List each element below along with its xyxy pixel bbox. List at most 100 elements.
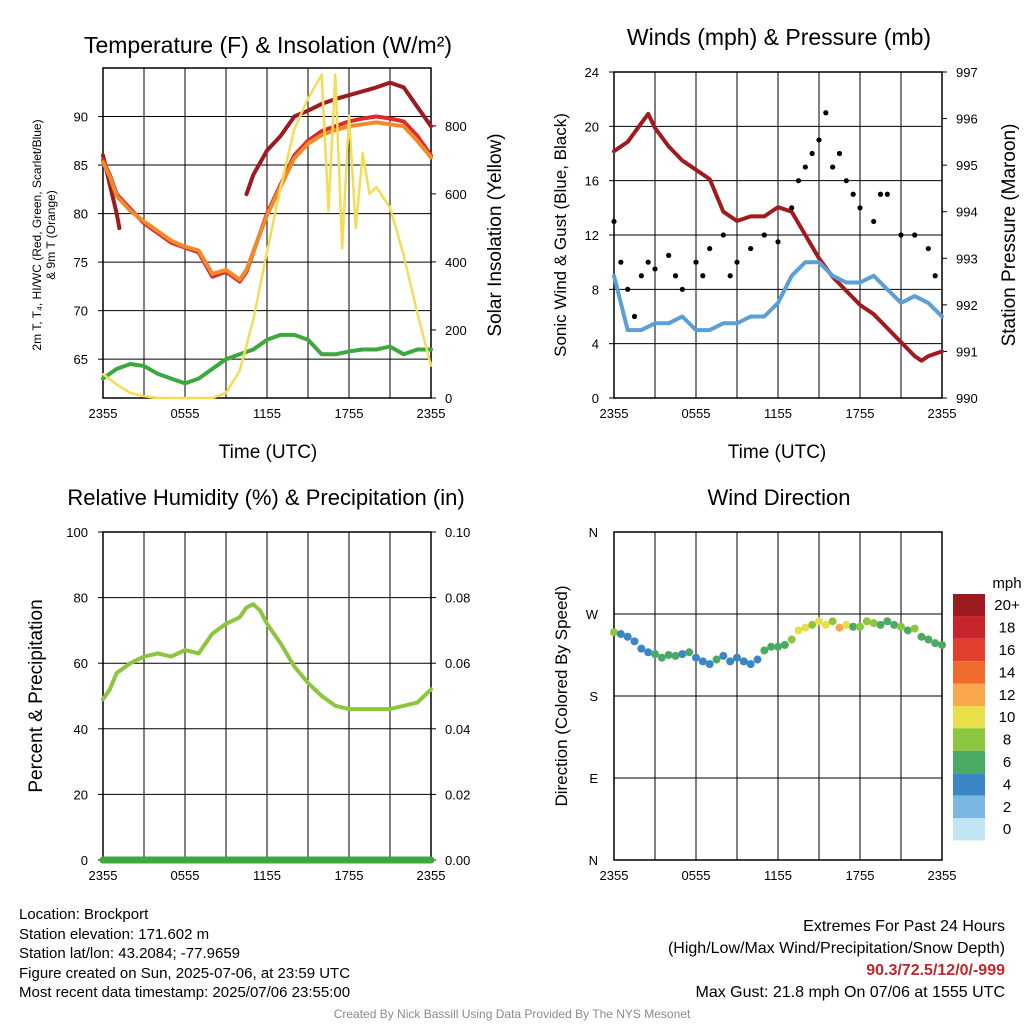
x-tick-label: 1755 [335, 868, 364, 883]
direction-point [890, 620, 899, 629]
gust-point [795, 178, 802, 184]
direction-point [774, 642, 782, 651]
direction-point [883, 617, 892, 626]
gust-point [734, 259, 740, 265]
direction-point [671, 651, 680, 660]
temp-y2-axis-label: Solar Insolation (Yellow) [485, 133, 506, 336]
rh-y-axis-label: Percent & Precipitation [26, 599, 47, 792]
colorbar-label: 6 [1003, 754, 1011, 771]
direction-point [746, 660, 755, 669]
gust-point [912, 232, 918, 238]
y-tick-label: 12 [585, 228, 599, 243]
direction-point [801, 623, 810, 632]
gust-point [748, 245, 754, 252]
gust-point [809, 150, 815, 157]
direction-point [712, 655, 721, 664]
direction-point [733, 653, 741, 662]
gust-point [618, 259, 624, 265]
gust-point [871, 218, 877, 225]
direction-point [815, 617, 823, 626]
colorbar-swatch [953, 616, 985, 639]
y-tick-label: N [589, 525, 598, 540]
y2-tick-label: 0.06 [445, 656, 470, 671]
colorbar-label: 18 [999, 620, 1016, 637]
y-tick-label: 8 [592, 282, 599, 297]
humidity-precip-plot: 2355 0555 1155 1755 23550204060801000.000.02… [66, 525, 470, 883]
y2-tick-label: 600 [445, 187, 467, 202]
direction-point [692, 653, 700, 662]
direction-point [780, 640, 789, 649]
gust-point [830, 164, 836, 170]
colorbar-swatch [953, 638, 985, 662]
direction-point [910, 624, 919, 633]
direction-point [835, 623, 844, 632]
series-line [101, 332, 433, 386]
direction-point [657, 653, 666, 662]
gust-point [625, 286, 631, 292]
y2-tick-label: 990 [956, 391, 978, 406]
gust-point [850, 191, 856, 197]
direction-point [862, 617, 871, 626]
extremes-info: Extremes For Past 24 Hours (High/Low/Max… [668, 916, 1005, 1004]
colorbar-swatch [953, 750, 985, 774]
direction-point [903, 626, 912, 635]
latlon-text: Station lat/lon: 43.2084; -77.9659 [19, 945, 241, 963]
gust-point [631, 313, 638, 320]
series-line [612, 260, 944, 333]
colorbar-label: 4 [1003, 776, 1011, 793]
y-tick-label: S [589, 689, 598, 704]
direction-point [938, 640, 946, 649]
extremes-title: Extremes For Past 24 Hours [803, 918, 1005, 935]
x-tick-label: 1155 [764, 868, 792, 883]
extremes-values: 90.3/72.5/12/0/-999 [866, 962, 1005, 979]
direction-point [931, 639, 940, 648]
x-tick-label: 0555 [682, 406, 711, 421]
direction-point [705, 660, 714, 669]
gust-point [679, 286, 685, 292]
colorbar-label: 2 [1003, 799, 1011, 816]
x-tick-label: 1155 [764, 406, 792, 421]
y2-tick-label: 800 [445, 119, 467, 134]
direction-point [869, 619, 878, 628]
rh-panel-title: Relative Humidity (%) & Precipitation (i… [67, 485, 464, 510]
gust-point [672, 273, 679, 279]
gust-point [857, 205, 863, 211]
wdir-y-axis-label: Direction (Colored By Speed) [552, 585, 571, 806]
x-tick-label: 2355 [928, 868, 957, 883]
location-text: Location: Brockport [19, 906, 149, 923]
wdir-panel-title: Wind Direction [707, 485, 850, 510]
y2-tick-label: 0.02 [445, 787, 470, 802]
colorbar-swatch [953, 773, 985, 796]
direction-point [753, 655, 762, 664]
series-line [101, 73, 433, 400]
x-tick-label: 0555 [171, 868, 200, 883]
gust-point [720, 232, 726, 238]
colorbar-label: 0 [1003, 821, 1011, 838]
temp-y-axis-label-line2: & 9m T (Orange) [44, 190, 58, 280]
colorbar-label: 8 [1003, 732, 1011, 749]
gust-point [652, 266, 658, 272]
x-tick-label: 0555 [171, 406, 200, 421]
gust-point [836, 150, 843, 157]
direction-point [876, 620, 885, 629]
gust-point [693, 259, 699, 265]
series-line [101, 120, 433, 282]
x-tick-label: 1755 [335, 406, 364, 421]
winds-x-axis-label: Time (UTC) [728, 442, 827, 463]
colorbar-label: 12 [999, 687, 1016, 704]
y-tick-label: 24 [585, 65, 599, 80]
direction-point [678, 650, 687, 659]
colorbar-unit-label: mph [992, 575, 1021, 592]
y-tick-label: 0 [592, 391, 599, 406]
gust-point [638, 273, 644, 279]
direction-point [917, 632, 926, 641]
gust-point [775, 239, 781, 245]
direction-point [685, 648, 694, 657]
y-tick-label: 70 [74, 304, 88, 319]
credit-text: Created By Nick Bassill Using Data Provi… [333, 1007, 691, 1021]
colorbar-swatch [953, 706, 985, 729]
direction-point [897, 622, 905, 631]
y2-tick-label: 995 [956, 158, 978, 173]
gust-point [611, 218, 617, 225]
y2-tick-label: 0.00 [445, 853, 470, 868]
